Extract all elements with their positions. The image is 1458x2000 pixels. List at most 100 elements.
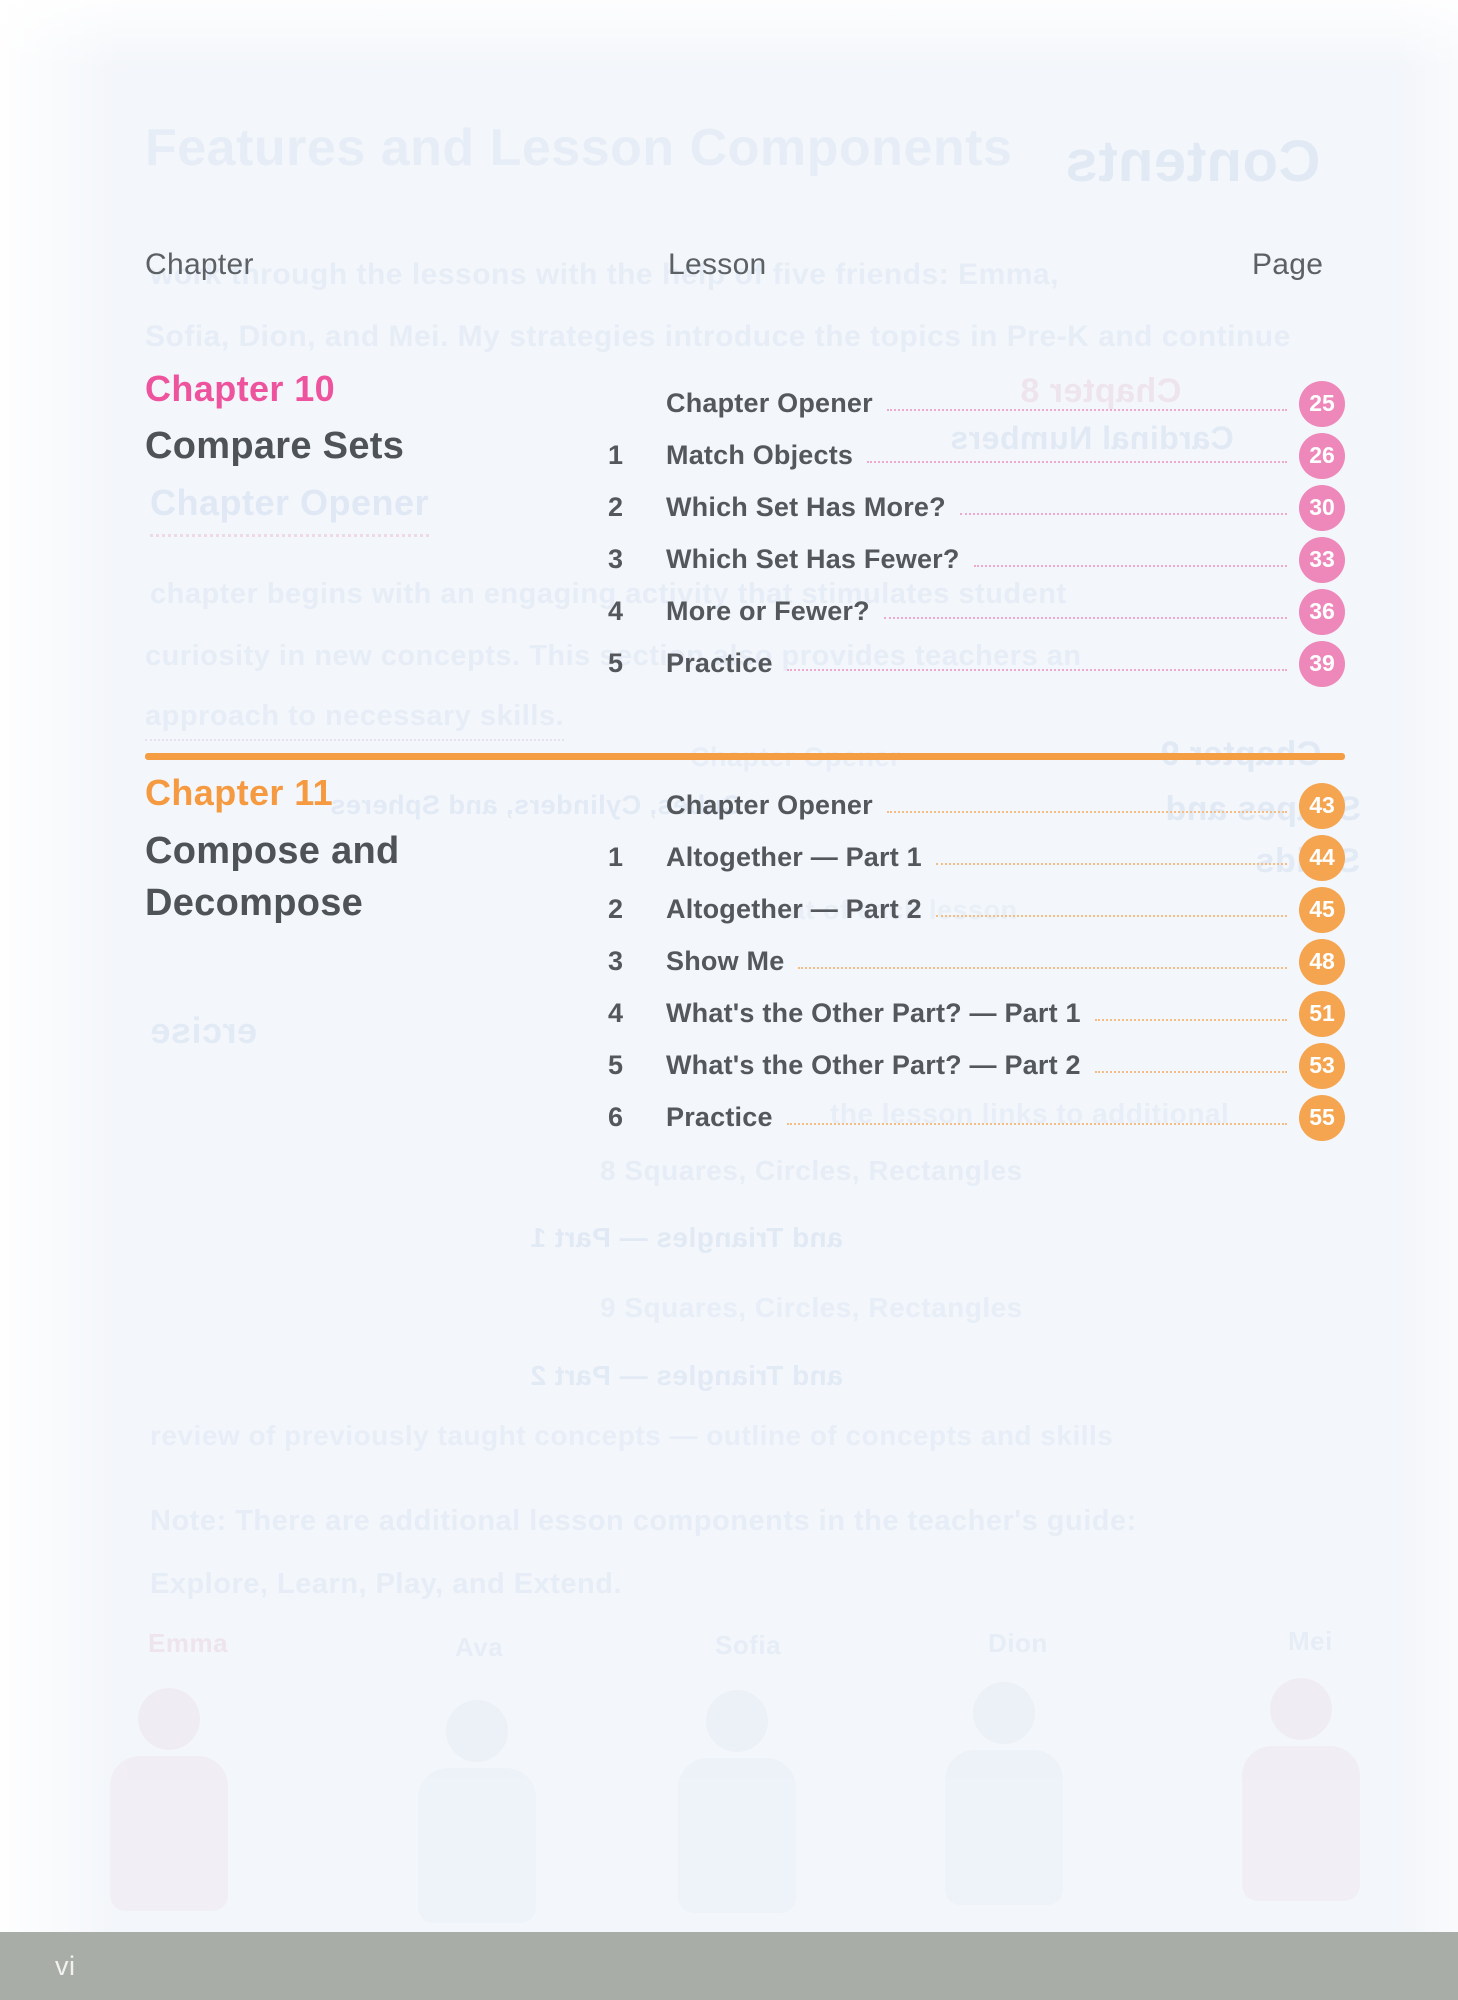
kid-head-shape xyxy=(706,1690,768,1752)
page-number-badge: 53 xyxy=(1299,1042,1345,1089)
toc-row: 3 Which Set Has Fewer? 33 xyxy=(608,536,1345,583)
column-header-lesson: Lesson xyxy=(668,248,767,281)
chapter10-title: Compare Sets xyxy=(145,425,405,467)
ghost-shapes-row2-line2: and Triangles — Part 2 xyxy=(530,1360,843,1391)
dotted-leader xyxy=(786,1108,1287,1125)
ghost-review-line: review of previously taught concepts — o… xyxy=(150,1420,1114,1451)
section-divider xyxy=(145,753,1345,760)
page-number-badge: 33 xyxy=(1299,536,1345,583)
ghost-reverse-title: Features and Lesson Components xyxy=(145,119,1013,177)
ghost-character-name: Dion xyxy=(988,1628,1048,1658)
ghost-intro-line-1: work through the lessons with the help o… xyxy=(150,258,1059,291)
toc-row: 2 Which Set Has More? 30 xyxy=(608,484,1345,531)
lesson-title: Chapter Opener xyxy=(666,388,873,418)
ghost-exercise-heading: ercise xyxy=(150,1010,258,1051)
page-number-badge: 48 xyxy=(1299,938,1345,985)
toc-row: Chapter Opener 43 xyxy=(608,782,1345,829)
lesson-title: Practice xyxy=(666,1102,773,1132)
dotted-leader xyxy=(883,602,1287,619)
lesson-title: Chapter Opener xyxy=(666,790,873,820)
lesson-number: 2 xyxy=(608,894,624,924)
lesson-title: What's the Other Part? — Part 1 xyxy=(666,998,1081,1028)
page-number-badge: 45 xyxy=(1299,886,1345,933)
ghost-shapes-row2-line1: 9 Squares, Circles, Rectangles xyxy=(600,1292,1023,1323)
dotted-leader xyxy=(886,394,1287,411)
lesson-number: 1 xyxy=(608,440,624,470)
ghost-shapes-row1-line2: and Triangles — Part 1 xyxy=(530,1222,843,1253)
kid-head-shape xyxy=(138,1688,200,1750)
page-number-badge: 36 xyxy=(1299,588,1345,635)
kid-torso-shape xyxy=(1242,1746,1360,1901)
page-folio: vi xyxy=(55,1951,76,1981)
lesson-title: Which Set Has Fewer? xyxy=(666,544,960,574)
ghost-mirrored-contents-title: Contents xyxy=(1065,129,1321,194)
lesson-title: Show Me xyxy=(666,946,785,976)
lesson-number: 5 xyxy=(608,1050,624,1080)
kid-head-shape xyxy=(1270,1678,1332,1740)
page-number-badge: 39 xyxy=(1299,640,1345,687)
ghost-opener-paragraph-3: approach to necessary skills. xyxy=(145,700,565,741)
toc-row: Chapter Opener 25 xyxy=(608,380,1345,427)
dotted-leader xyxy=(1094,1004,1287,1021)
ghost-character-name: Ava xyxy=(455,1632,504,1662)
ghost-opener-paragraph-1: chapter begins with an engaging activity… xyxy=(150,578,1067,610)
ghost-intro-line-2: Sofia, Dion, and Mei. My strategies intr… xyxy=(145,320,1291,353)
toc-row: 5 What's the Other Part? — Part 2 53 xyxy=(608,1042,1345,1089)
kid-torso-shape xyxy=(945,1750,1063,1905)
lesson-number: 3 xyxy=(608,946,624,976)
chapter10-lesson-list: Chapter Opener 25 1 Match Objects 26 2 W… xyxy=(608,380,1345,687)
chapter11-label: Chapter 11 xyxy=(145,772,334,813)
lesson-title: Altogether — Part 2 xyxy=(666,894,922,924)
lesson-number: 6 xyxy=(608,1102,624,1132)
dotted-leader xyxy=(886,796,1287,813)
column-header-chapter: Chapter xyxy=(145,248,254,281)
ghost-chapter-opener-heading: Chapter Opener xyxy=(150,482,430,537)
dotted-leader xyxy=(867,446,1287,463)
ghost-character-name: Mei xyxy=(1288,1626,1333,1656)
ghost-note-line-2: Explore, Learn, Play, and Extend. xyxy=(150,1568,623,1600)
toc-row: 1 Match Objects 26 xyxy=(608,432,1345,479)
chapter11-title: Compose and Decompose xyxy=(145,830,400,925)
lesson-title: Match Objects xyxy=(666,440,854,470)
footer-bar xyxy=(0,1932,1458,2000)
ghost-kid-silhouette xyxy=(1242,1678,1360,1901)
chapter11-lesson-list: Chapter Opener 43 1 Altogether — Part 1 … xyxy=(608,782,1345,1141)
ghost-character-name: Emma xyxy=(148,1628,229,1658)
toc-row: 6 Practice 55 xyxy=(608,1094,1345,1141)
lesson-number: 2 xyxy=(608,492,624,522)
dotted-leader xyxy=(935,848,1287,865)
page-number-badge: 25 xyxy=(1299,380,1345,427)
toc-row: 4 More or Fewer? 36 xyxy=(608,588,1345,635)
ghost-character-name: Sofia xyxy=(715,1630,782,1660)
page-number-badge: 44 xyxy=(1299,834,1345,881)
toc-row: 2 Altogether — Part 2 45 xyxy=(608,886,1345,933)
toc-row: 5 Practice 39 xyxy=(608,640,1345,687)
toc-row: 4 What's the Other Part? — Part 1 51 xyxy=(608,990,1345,1037)
lesson-title: What's the Other Part? — Part 2 xyxy=(666,1050,1081,1080)
lesson-number: 5 xyxy=(608,648,624,678)
kid-head-shape xyxy=(973,1682,1035,1744)
chapter10-label: Chapter 10 xyxy=(145,368,336,409)
dotted-leader xyxy=(1094,1056,1287,1073)
page-number-badge: 26 xyxy=(1299,432,1345,479)
dotted-leader xyxy=(786,654,1287,671)
lesson-number: 4 xyxy=(608,998,624,1028)
toc-row: 3 Show Me 48 xyxy=(608,938,1345,985)
kid-torso-shape xyxy=(418,1768,536,1923)
lesson-number: 4 xyxy=(608,596,624,626)
lesson-title: More or Fewer? xyxy=(666,596,870,626)
ghost-note-line-1: Note: There are additional lesson compon… xyxy=(150,1505,1137,1537)
column-header-page: Page xyxy=(1252,248,1324,281)
ghost-kid-silhouette xyxy=(110,1688,228,1911)
lesson-title: Practice xyxy=(666,648,773,678)
kid-head-shape xyxy=(446,1700,508,1762)
page-number-badge: 55 xyxy=(1299,1094,1345,1141)
toc-row: 1 Altogether — Part 1 44 xyxy=(608,834,1345,881)
dotted-leader xyxy=(798,952,1287,969)
dotted-leader xyxy=(935,900,1287,917)
page-number-badge: 30 xyxy=(1299,484,1345,531)
dotted-leader xyxy=(973,550,1287,567)
kid-torso-shape xyxy=(110,1756,228,1911)
dotted-leader xyxy=(959,498,1287,515)
